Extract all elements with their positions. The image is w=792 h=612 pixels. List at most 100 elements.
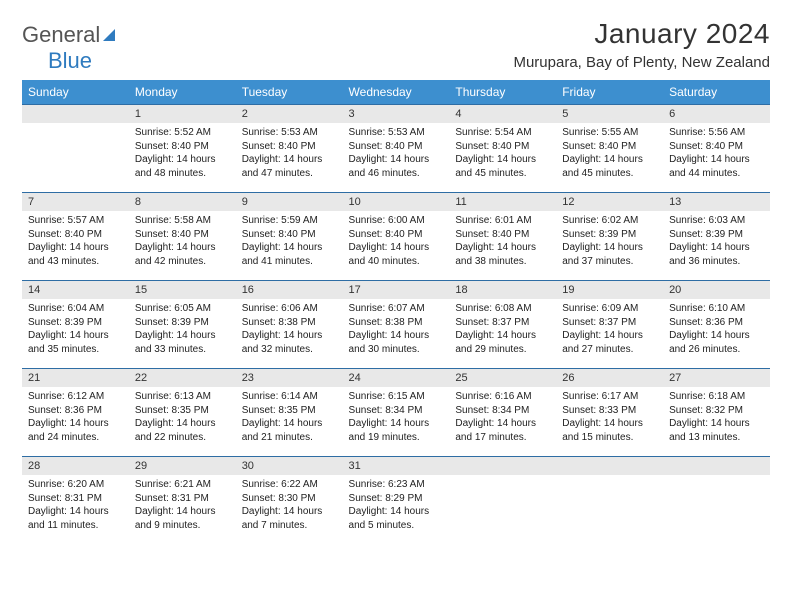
calendar-cell: 19Sunrise: 6:09 AMSunset: 8:37 PMDayligh… xyxy=(556,280,663,368)
day-details: Sunrise: 5:56 AMSunset: 8:40 PMDaylight:… xyxy=(663,123,770,184)
calendar-cell: 20Sunrise: 6:10 AMSunset: 8:36 PMDayligh… xyxy=(663,280,770,368)
sunrise-text: Sunrise: 6:02 AM xyxy=(562,214,657,228)
daylight-text: Daylight: 14 hours and 45 minutes. xyxy=(455,153,550,180)
daylight-text: Daylight: 14 hours and 17 minutes. xyxy=(455,417,550,444)
calendar-cell: 25Sunrise: 6:16 AMSunset: 8:34 PMDayligh… xyxy=(449,368,556,456)
day-number: 2 xyxy=(236,104,343,123)
calendar-cell: 31Sunrise: 6:23 AMSunset: 8:29 PMDayligh… xyxy=(343,456,450,544)
sunset-text: Sunset: 8:40 PM xyxy=(135,140,230,154)
day-number: 31 xyxy=(343,456,450,475)
sunset-text: Sunset: 8:30 PM xyxy=(242,492,337,506)
sunset-text: Sunset: 8:40 PM xyxy=(455,140,550,154)
day-number: 27 xyxy=(663,368,770,387)
sunset-text: Sunset: 8:39 PM xyxy=(562,228,657,242)
day-details: Sunrise: 6:06 AMSunset: 8:38 PMDaylight:… xyxy=(236,299,343,360)
calendar-cell: 2Sunrise: 5:53 AMSunset: 8:40 PMDaylight… xyxy=(236,104,343,192)
sunset-text: Sunset: 8:38 PM xyxy=(349,316,444,330)
day-details: Sunrise: 6:22 AMSunset: 8:30 PMDaylight:… xyxy=(236,475,343,536)
sunrise-text: Sunrise: 6:06 AM xyxy=(242,302,337,316)
day-number: 1 xyxy=(129,104,236,123)
sunrise-text: Sunrise: 6:10 AM xyxy=(669,302,764,316)
sunset-text: Sunset: 8:32 PM xyxy=(669,404,764,418)
daylight-text: Daylight: 14 hours and 32 minutes. xyxy=(242,329,337,356)
weekday-friday: Friday xyxy=(556,80,663,104)
day-number: 19 xyxy=(556,280,663,299)
day-number xyxy=(449,456,556,475)
day-number: 3 xyxy=(343,104,450,123)
calendar-cell: 30Sunrise: 6:22 AMSunset: 8:30 PMDayligh… xyxy=(236,456,343,544)
sunrise-text: Sunrise: 6:16 AM xyxy=(455,390,550,404)
daylight-text: Daylight: 14 hours and 43 minutes. xyxy=(28,241,123,268)
sunrise-text: Sunrise: 5:54 AM xyxy=(455,126,550,140)
daylight-text: Daylight: 14 hours and 46 minutes. xyxy=(349,153,444,180)
sunrise-text: Sunrise: 5:59 AM xyxy=(242,214,337,228)
logo: GeneralBlue xyxy=(22,18,118,74)
calendar-row: 14Sunrise: 6:04 AMSunset: 8:39 PMDayligh… xyxy=(22,280,770,368)
calendar-cell: 17Sunrise: 6:07 AMSunset: 8:38 PMDayligh… xyxy=(343,280,450,368)
sunrise-text: Sunrise: 6:13 AM xyxy=(135,390,230,404)
calendar-page: GeneralBlue January 2024 Murupara, Bay o… xyxy=(0,0,792,554)
day-number: 11 xyxy=(449,192,556,211)
day-number: 4 xyxy=(449,104,556,123)
day-details: Sunrise: 6:07 AMSunset: 8:38 PMDaylight:… xyxy=(343,299,450,360)
day-details: Sunrise: 5:53 AMSunset: 8:40 PMDaylight:… xyxy=(236,123,343,184)
day-details: Sunrise: 5:58 AMSunset: 8:40 PMDaylight:… xyxy=(129,211,236,272)
day-number: 8 xyxy=(129,192,236,211)
daylight-text: Daylight: 14 hours and 44 minutes. xyxy=(669,153,764,180)
sunrise-text: Sunrise: 5:53 AM xyxy=(242,126,337,140)
calendar-table: Sunday Monday Tuesday Wednesday Thursday… xyxy=(22,80,770,544)
daylight-text: Daylight: 14 hours and 27 minutes. xyxy=(562,329,657,356)
daylight-text: Daylight: 14 hours and 26 minutes. xyxy=(669,329,764,356)
calendar-cell: 11Sunrise: 6:01 AMSunset: 8:40 PMDayligh… xyxy=(449,192,556,280)
sunset-text: Sunset: 8:36 PM xyxy=(669,316,764,330)
calendar-cell: 5Sunrise: 5:55 AMSunset: 8:40 PMDaylight… xyxy=(556,104,663,192)
sunset-text: Sunset: 8:40 PM xyxy=(349,228,444,242)
day-details: Sunrise: 6:18 AMSunset: 8:32 PMDaylight:… xyxy=(663,387,770,448)
day-details: Sunrise: 6:04 AMSunset: 8:39 PMDaylight:… xyxy=(22,299,129,360)
sunset-text: Sunset: 8:39 PM xyxy=(28,316,123,330)
daylight-text: Daylight: 14 hours and 5 minutes. xyxy=(349,505,444,532)
location: Murupara, Bay of Plenty, New Zealand xyxy=(513,54,770,71)
calendar-cell: 1Sunrise: 5:52 AMSunset: 8:40 PMDaylight… xyxy=(129,104,236,192)
sunrise-text: Sunrise: 6:01 AM xyxy=(455,214,550,228)
daylight-text: Daylight: 14 hours and 38 minutes. xyxy=(455,241,550,268)
sunrise-text: Sunrise: 6:08 AM xyxy=(455,302,550,316)
calendar-cell xyxy=(556,456,663,544)
day-number: 7 xyxy=(22,192,129,211)
day-number: 30 xyxy=(236,456,343,475)
day-number: 17 xyxy=(343,280,450,299)
calendar-cell: 14Sunrise: 6:04 AMSunset: 8:39 PMDayligh… xyxy=(22,280,129,368)
sunrise-text: Sunrise: 6:09 AM xyxy=(562,302,657,316)
calendar-cell: 12Sunrise: 6:02 AMSunset: 8:39 PMDayligh… xyxy=(556,192,663,280)
calendar-row: 1Sunrise: 5:52 AMSunset: 8:40 PMDaylight… xyxy=(22,104,770,192)
sunset-text: Sunset: 8:34 PM xyxy=(455,404,550,418)
sunrise-text: Sunrise: 5:55 AM xyxy=(562,126,657,140)
daylight-text: Daylight: 14 hours and 45 minutes. xyxy=(562,153,657,180)
day-details: Sunrise: 6:23 AMSunset: 8:29 PMDaylight:… xyxy=(343,475,450,536)
day-number: 22 xyxy=(129,368,236,387)
day-details xyxy=(556,475,663,535)
sunset-text: Sunset: 8:40 PM xyxy=(669,140,764,154)
day-number xyxy=(22,104,129,123)
calendar-cell: 3Sunrise: 5:53 AMSunset: 8:40 PMDaylight… xyxy=(343,104,450,192)
daylight-text: Daylight: 14 hours and 9 minutes. xyxy=(135,505,230,532)
weekday-thursday: Thursday xyxy=(449,80,556,104)
sunset-text: Sunset: 8:40 PM xyxy=(135,228,230,242)
daylight-text: Daylight: 14 hours and 29 minutes. xyxy=(455,329,550,356)
calendar-cell: 21Sunrise: 6:12 AMSunset: 8:36 PMDayligh… xyxy=(22,368,129,456)
day-number: 24 xyxy=(343,368,450,387)
sunset-text: Sunset: 8:39 PM xyxy=(135,316,230,330)
calendar-row: 7Sunrise: 5:57 AMSunset: 8:40 PMDaylight… xyxy=(22,192,770,280)
sunrise-text: Sunrise: 6:00 AM xyxy=(349,214,444,228)
day-details: Sunrise: 5:57 AMSunset: 8:40 PMDaylight:… xyxy=(22,211,129,272)
sunset-text: Sunset: 8:36 PM xyxy=(28,404,123,418)
calendar-cell: 23Sunrise: 6:14 AMSunset: 8:35 PMDayligh… xyxy=(236,368,343,456)
calendar-cell: 13Sunrise: 6:03 AMSunset: 8:39 PMDayligh… xyxy=(663,192,770,280)
daylight-text: Daylight: 14 hours and 41 minutes. xyxy=(242,241,337,268)
day-number: 15 xyxy=(129,280,236,299)
sunrise-text: Sunrise: 6:17 AM xyxy=(562,390,657,404)
sunset-text: Sunset: 8:40 PM xyxy=(242,228,337,242)
sunset-text: Sunset: 8:35 PM xyxy=(135,404,230,418)
sunrise-text: Sunrise: 6:22 AM xyxy=(242,478,337,492)
calendar-cell: 8Sunrise: 5:58 AMSunset: 8:40 PMDaylight… xyxy=(129,192,236,280)
